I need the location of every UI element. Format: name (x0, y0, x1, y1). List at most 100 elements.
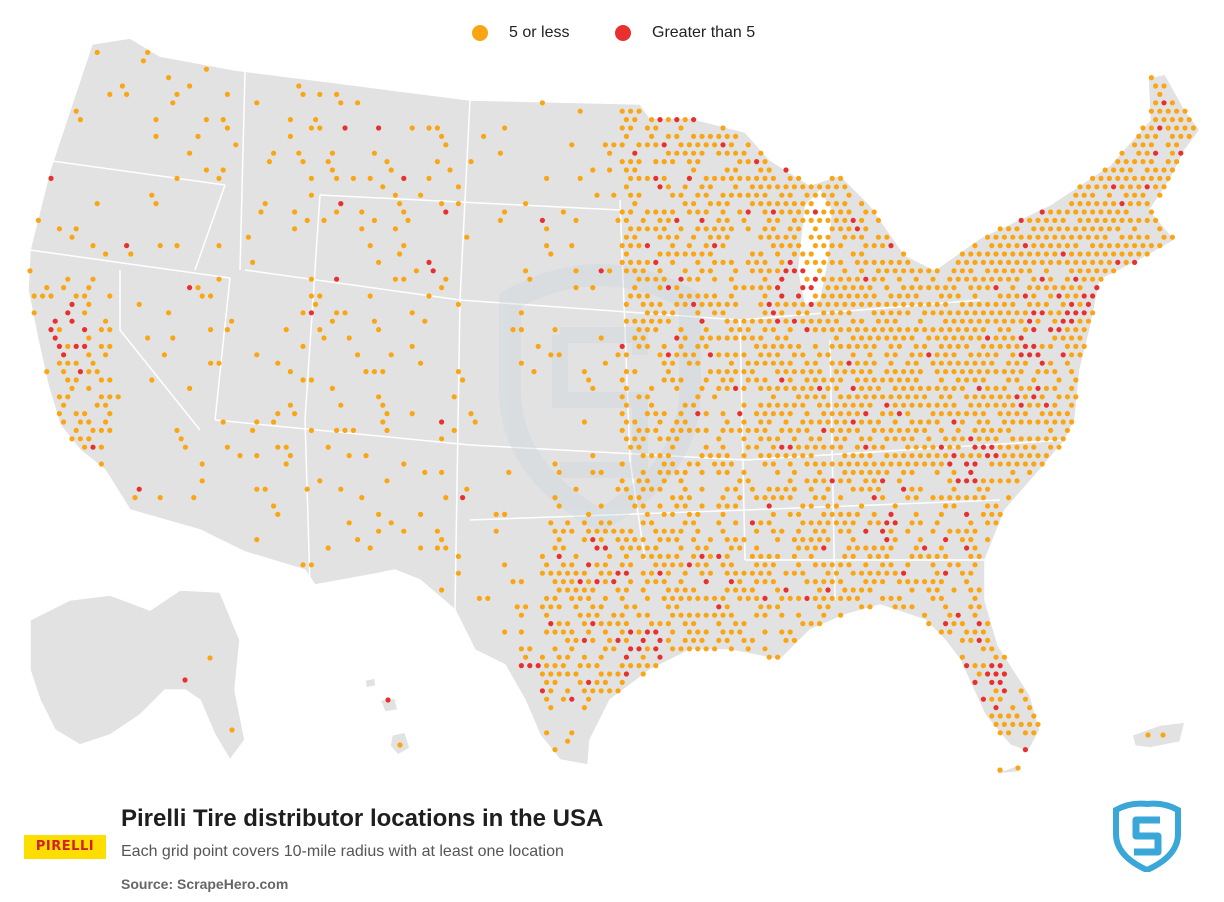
grid-point-5-or-less (565, 621, 571, 627)
grid-point-greater-than-5 (342, 125, 348, 131)
grid-point-greater-than-5 (615, 637, 621, 644)
grid-point-5-or-less (1098, 226, 1104, 232)
grid-point-5-or-less (31, 293, 37, 299)
grid-point-5-or-less (1014, 444, 1020, 450)
grid-point-5-or-less (90, 243, 96, 249)
grid-point-5-or-less (863, 377, 869, 383)
grid-point-5-or-less (791, 369, 798, 375)
grid-point-5-or-less (875, 217, 882, 223)
grid-point-greater-than-5 (1014, 394, 1020, 400)
grid-point-5-or-less (938, 427, 945, 433)
grid-point-5-or-less (98, 444, 104, 450)
grid-point-5-or-less (796, 243, 802, 249)
grid-point-5-or-less (838, 343, 844, 349)
grid-point-5-or-less (972, 411, 978, 417)
grid-point-5-or-less (678, 579, 684, 585)
grid-point-5-or-less (985, 503, 991, 509)
grid-point-5-or-less (712, 461, 718, 467)
grid-point-5-or-less (842, 469, 848, 475)
grid-point-5-or-less (695, 293, 701, 299)
grid-point-5-or-less (665, 234, 672, 240)
grid-point-5-or-less (783, 637, 789, 644)
grid-point-5-or-less (678, 377, 684, 383)
grid-point-5-or-less (754, 495, 760, 501)
grid-point-5-or-less (670, 562, 676, 568)
grid-point-5-or-less (871, 243, 877, 249)
grid-point-5-or-less (959, 369, 966, 375)
grid-point-greater-than-5 (766, 301, 772, 307)
grid-point-5-or-less (61, 285, 67, 291)
grid-point-greater-than-5 (653, 175, 659, 181)
grid-point-5-or-less (615, 217, 621, 223)
grid-point-5-or-less (1127, 234, 1133, 240)
grid-point-5-or-less (997, 411, 1003, 417)
grid-point-5-or-less (686, 209, 693, 215)
grid-point-greater-than-5 (594, 545, 600, 551)
grid-point-5-or-less (875, 520, 882, 526)
grid-point-5-or-less (775, 268, 781, 274)
grid-point-5-or-less (917, 369, 924, 375)
grid-point-5-or-less (1077, 217, 1083, 223)
grid-point-5-or-less (1115, 209, 1121, 215)
grid-point-5-or-less (993, 268, 999, 274)
grid-point-5-or-less (871, 276, 877, 282)
grid-point-5-or-less (628, 495, 634, 501)
grid-point-5-or-less (938, 293, 945, 299)
grid-point-greater-than-5 (783, 268, 789, 274)
grid-point-greater-than-5 (48, 327, 54, 333)
grid-point-5-or-less (728, 142, 735, 148)
grid-point-5-or-less (842, 369, 848, 375)
grid-point-5-or-less (670, 209, 676, 215)
grid-point-5-or-less (140, 58, 146, 64)
grid-point-5-or-less (867, 486, 873, 492)
grid-point-5-or-less (1077, 285, 1083, 291)
grid-point-5-or-less (943, 335, 949, 341)
grid-point-greater-than-5 (1056, 327, 1062, 333)
grid-point-5-or-less (90, 360, 96, 366)
grid-point-5-or-less (968, 352, 974, 358)
grid-point-5-or-less (896, 579, 903, 585)
grid-point-5-or-less (762, 579, 768, 585)
grid-point-5-or-less (1169, 150, 1175, 156)
grid-point-5-or-less (665, 184, 672, 190)
grid-point-5-or-less (838, 243, 844, 249)
grid-point-5-or-less (371, 217, 377, 223)
grid-point-5-or-less (779, 243, 785, 249)
grid-point-5-or-less (586, 663, 592, 669)
grid-point-5-or-less (825, 184, 831, 190)
grid-point-greater-than-5 (787, 259, 793, 265)
border-east-2 (829, 339, 836, 601)
grid-point-5-or-less (955, 444, 961, 450)
grid-point-5-or-less (812, 293, 819, 299)
grid-point-5-or-less (98, 394, 104, 400)
grid-point-5-or-less (720, 209, 726, 215)
grid-point-5-or-less (649, 520, 655, 526)
grid-point-5-or-less (619, 142, 625, 148)
grid-point-greater-than-5 (602, 545, 609, 551)
grid-point-5-or-less (691, 553, 697, 560)
grid-point-5-or-less (94, 201, 100, 207)
grid-point-greater-than-5 (615, 570, 621, 576)
grid-point-5-or-less (804, 276, 810, 282)
grid-point-5-or-less (632, 419, 638, 425)
grid-point-5-or-less (1073, 343, 1079, 349)
grid-point-5-or-less (1014, 276, 1020, 282)
grid-point-5-or-less (703, 192, 709, 198)
grid-point-5-or-less (922, 579, 928, 585)
grid-point-5-or-less (779, 495, 785, 501)
grid-point-5-or-less (770, 495, 777, 501)
grid-point-greater-than-5 (1085, 301, 1091, 307)
grid-point-greater-than-5 (871, 495, 877, 501)
grid-point-5-or-less (245, 234, 251, 240)
grid-point-5-or-less (846, 562, 852, 568)
grid-point-greater-than-5 (829, 478, 835, 484)
grid-point-5-or-less (758, 453, 764, 459)
grid-point-5-or-less (661, 579, 667, 585)
grid-point-5-or-less (1119, 167, 1125, 173)
grid-point-5-or-less (838, 175, 844, 181)
grid-point-5-or-less (586, 377, 592, 383)
grid-point-greater-than-5 (964, 478, 970, 484)
grid-point-greater-than-5 (1132, 259, 1138, 265)
grid-point-5-or-less (611, 192, 617, 198)
grid-point-5-or-less (623, 133, 630, 139)
